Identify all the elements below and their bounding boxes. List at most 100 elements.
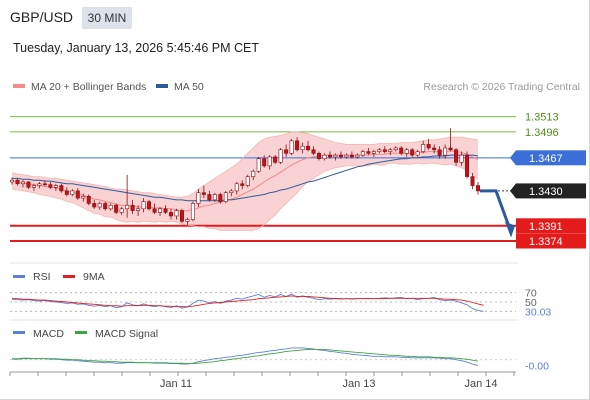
forecast-arrow-shaft [480, 189, 511, 228]
candle-down [465, 154, 470, 177]
candle-down [470, 176, 475, 186]
candle-down [426, 144, 431, 149]
candle-down [201, 192, 206, 195]
candle-up [20, 181, 25, 185]
last-price-label-box [516, 183, 586, 199]
price-labels: 1.3513 1.3496 1.3467 1.3430 1.3391 1.3374 [510, 112, 586, 249]
candle-down [163, 208, 168, 213]
candle-down [103, 203, 108, 210]
rsi-legend-label: RSI [33, 271, 51, 283]
legend-label: MA 20 + Bollinger Bands [31, 81, 146, 93]
last-price-label-pointer [510, 183, 516, 199]
candle-up [415, 151, 420, 156]
candle-up [443, 147, 448, 156]
macd-panel: MACD MACD Signal -0.00 [10, 328, 549, 373]
candle-up [289, 140, 294, 154]
candle-up [158, 208, 163, 213]
candle-up [404, 149, 409, 154]
bollinger-upper-line [11, 131, 479, 198]
candle-down [147, 201, 152, 210]
candle-up [234, 183, 239, 192]
x-tick-label: Jan 14 [464, 378, 497, 390]
candle-up [37, 183, 42, 186]
candle-up [355, 154, 360, 158]
candle-up [10, 179, 14, 183]
candle-down [262, 158, 267, 167]
candle-down [410, 149, 415, 156]
candle-up [196, 192, 201, 204]
forecast-arrow-head [505, 221, 515, 238]
candle-up [377, 149, 382, 152]
candle-up [459, 154, 464, 163]
candle-up [125, 204, 130, 210]
candle-up [108, 204, 113, 210]
candle-up [344, 154, 349, 158]
candle-up [70, 190, 75, 195]
timeframe-badge[interactable]: 30 MIN [82, 7, 132, 29]
support-label: 1.3374 [529, 236, 563, 248]
candle-down [476, 185, 480, 192]
candle-down [399, 147, 404, 154]
candle-down [432, 147, 437, 151]
main-legend: MA 20 + Bollinger Bands MA 50 [13, 81, 204, 93]
candle-up [81, 195, 86, 199]
candle-down [168, 212, 173, 217]
rsi-level-label: 50 [525, 297, 537, 309]
candle-down [317, 153, 322, 160]
resistance-label: 1.3513 [525, 112, 559, 124]
copyright-text: Research © 2026 Trading Central [423, 81, 580, 93]
candle-up [256, 158, 261, 172]
candle-up [141, 201, 146, 210]
candle-down [327, 154, 332, 158]
bollinger-lower-line [11, 162, 479, 231]
candle-up [53, 185, 58, 188]
candle-down [448, 147, 453, 151]
macd-legend-swatch [75, 331, 87, 334]
blue-line-icon [156, 84, 168, 88]
candle-down [179, 210, 184, 222]
candle-up [223, 192, 228, 202]
candle-down [26, 181, 31, 188]
rsi-legend-swatch [13, 275, 25, 278]
candles [10, 128, 480, 225]
candle-up [360, 151, 365, 156]
candle-down [382, 149, 387, 152]
macd-legend-label: MACD Signal [95, 328, 158, 340]
candle-down [130, 204, 135, 211]
candle-up [174, 210, 179, 217]
rsi-legend-swatch [63, 275, 75, 278]
chart-header: GBP/USD 30 MIN Tuesday, January 13, 2026… [0, 0, 590, 55]
pivot-label: 1.3467 [529, 153, 563, 165]
candle-down [92, 203, 97, 208]
symbol-label: GBP/USD [10, 9, 74, 25]
candle-up [322, 154, 327, 160]
candle-down [48, 184, 53, 188]
candle-down [273, 156, 278, 163]
candle-down [207, 194, 212, 201]
candle-up [333, 154, 338, 158]
candle-down [152, 208, 157, 213]
macd-legend-label: MACD [33, 328, 64, 340]
legend-label: MA 50 [174, 81, 204, 93]
candle-up [421, 144, 426, 152]
resistance-label: 1.3496 [525, 127, 559, 139]
candle-down [437, 149, 442, 156]
rsi-level-label: 70 [525, 288, 537, 300]
candle-up [190, 203, 195, 220]
bollinger-band [12, 131, 478, 231]
candle-up [31, 185, 36, 188]
candle-up [212, 194, 217, 201]
candle-down [86, 195, 91, 204]
pivot-label-box [516, 150, 586, 166]
x-tick-label: Jan 13 [342, 378, 375, 390]
macd-current-label: -0.00 [525, 361, 549, 373]
candle-down [349, 154, 354, 158]
candle-up [97, 203, 102, 208]
macd-signal-line [12, 348, 479, 365]
macd-legend-swatch [13, 331, 25, 334]
candle-down [311, 149, 316, 154]
candle-down [306, 145, 311, 151]
rsi-line [11, 293, 484, 312]
